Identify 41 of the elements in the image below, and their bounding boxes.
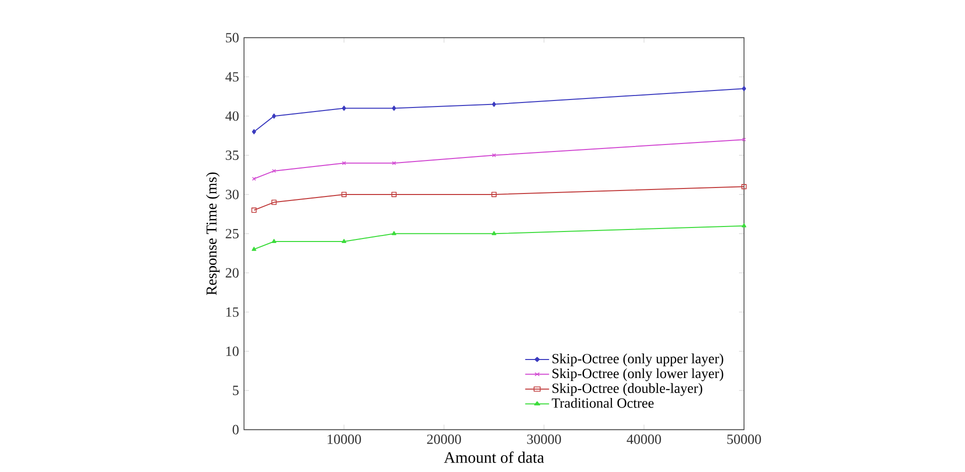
point [742,223,746,228]
x-tick-label: 30000 [527,434,561,444]
legend-label: Traditional Octree [552,398,654,408]
x-tick-label: 10000 [328,434,361,444]
y-tick-label: 30 [226,190,239,200]
point [252,246,256,251]
point [392,106,396,111]
point [492,231,496,236]
legend-label: Skip-Octree (only upper layer) [552,354,724,366]
x-tick-label: 50000 [727,434,761,444]
point [391,192,397,198]
x-tick-label: 20000 [427,434,461,444]
point [741,184,747,190]
x-tick-label: 40000 [626,434,661,444]
y-tick-label: 45 [225,72,239,82]
point [492,102,496,107]
x-axis-title: Amount of data [444,452,544,463]
y-tick-label: 35 [226,150,239,160]
y-tick-label: 15 [226,307,239,317]
y-tick-label: 5 [232,386,239,396]
point [742,86,746,92]
legend-label: Skip-Octree (only lower layer) [552,368,724,382]
point [272,168,276,173]
point [342,238,346,244]
point [341,192,347,198]
point [252,129,256,134]
y-tick-label: 25 [226,228,239,238]
point [272,113,276,119]
point [342,106,346,111]
y-tick-label: 10 [226,346,239,356]
y-tick-label: 0 [232,424,239,434]
y-tick-label: 50 [226,32,239,42]
point [491,192,497,198]
y-axis-title: Response Time (ms) [206,172,220,296]
legend-label: Skip-Octree (double-layer) [552,383,702,396]
y-tick-label: 20 [226,268,239,278]
point [251,208,257,213]
y-tick-label: 40 [225,111,239,121]
point [271,200,277,205]
point [272,238,276,244]
point [392,231,396,236]
